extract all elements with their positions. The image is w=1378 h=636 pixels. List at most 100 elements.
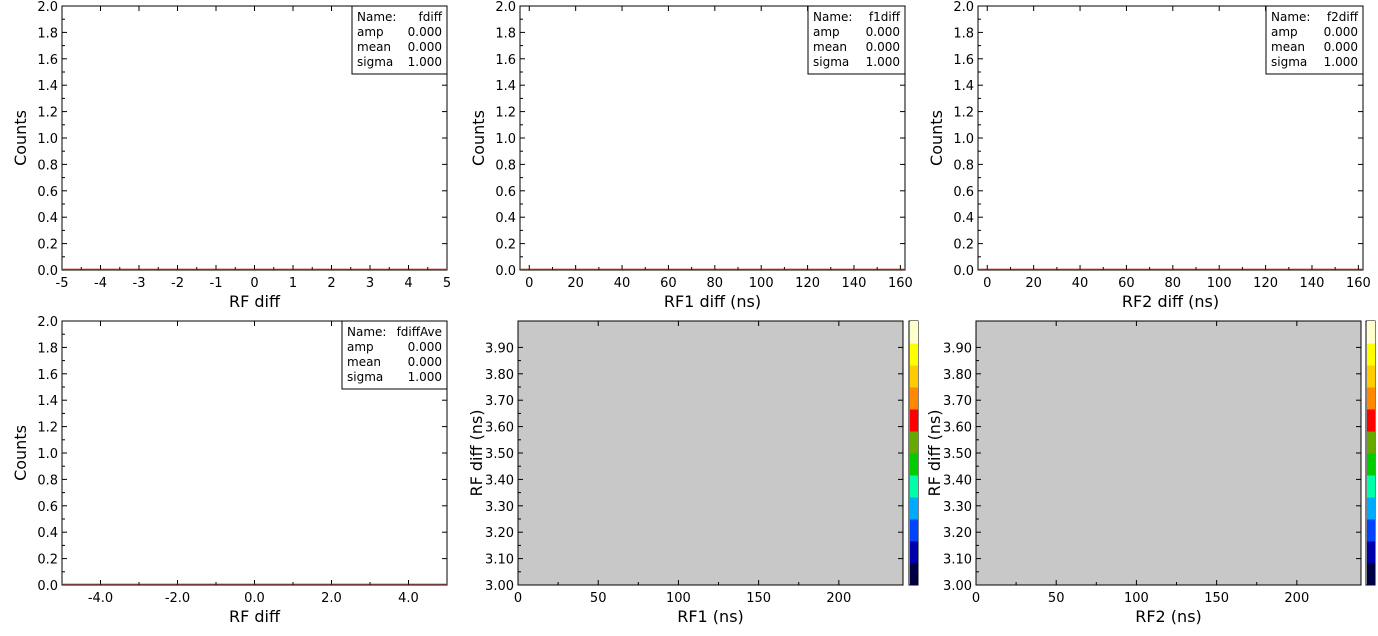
y-tick-label: 3.90 <box>485 341 514 356</box>
x-tick-label: 160 <box>1346 276 1371 291</box>
colorbar-segment <box>910 563 918 586</box>
y-tick-label: 3.60 <box>943 421 972 436</box>
colorbar-segment <box>1367 321 1375 344</box>
y-tick-label: 1.2 <box>37 421 58 436</box>
stats-label: amp <box>813 25 840 39</box>
heatmap-area <box>975 320 1362 586</box>
stats-value: 0.000 <box>408 25 442 39</box>
y-tick-label: 1.8 <box>37 341 58 356</box>
x-tick-label: 40 <box>614 276 631 291</box>
y-tick-label: 0.2 <box>37 553 58 568</box>
x-tick-label: 160 <box>888 276 913 291</box>
y-tick-label: 3.10 <box>943 553 972 568</box>
y-tick-label: 0.8 <box>495 158 516 173</box>
stats-label: sigma <box>347 370 383 384</box>
stats-value: 0.000 <box>408 355 442 369</box>
x-tick-label: 100 <box>749 276 774 291</box>
y-tick-label: 1.4 <box>37 79 58 94</box>
stats-value: 1.000 <box>408 370 442 384</box>
stats-label: mean <box>347 355 381 369</box>
x-tick-label: 140 <box>842 276 867 291</box>
y-axis-label: RF diff (ns) <box>467 409 486 496</box>
y-tick-label: 2.0 <box>495 0 516 15</box>
y-tick-label: 0.8 <box>953 158 974 173</box>
x-tick-label: 120 <box>1253 276 1278 291</box>
panel-p4: 0.0 0.2 0.4 0.6 0.8 1.0 1.2 1.4 1.6 1.8 2.0 -4.0 -2.… <box>11 315 448 626</box>
x-tick-label: 2 <box>327 276 335 291</box>
y-tick-label: 0.6 <box>37 185 58 200</box>
y-tick-label: 3.90 <box>943 341 972 356</box>
stats-label: Name: <box>1271 10 1310 24</box>
stats-value: 1.000 <box>1324 55 1358 69</box>
y-axis-label: Counts <box>469 110 488 166</box>
y-tick-label: 3.60 <box>485 421 514 436</box>
y-tick-label: 3.20 <box>943 526 972 541</box>
panel-p3: 0.0 0.2 0.4 0.6 0.8 1.0 1.2 1.4 1.6 1.8 2.0 0 20 40 60… <box>927 0 1371 311</box>
y-tick-label: 1.0 <box>37 132 58 147</box>
heatmap-area <box>517 320 904 586</box>
stats-value: 0.000 <box>408 340 442 354</box>
y-tick-label: 0.2 <box>37 238 58 253</box>
y-axis-label: RF diff (ns) <box>925 409 944 496</box>
x-tick-label: 0 <box>972 591 980 606</box>
x-axis-label: RF1 diff (ns) <box>664 292 761 311</box>
x-tick-label: 50 <box>1048 591 1065 606</box>
stats-value: 0.000 <box>408 40 442 54</box>
y-tick-label: 3.10 <box>485 553 514 568</box>
y-tick-label: 3.70 <box>943 394 972 409</box>
y-tick-label: 3.40 <box>485 473 514 488</box>
y-tick-label: 3.40 <box>943 473 972 488</box>
y-tick-label: 0.4 <box>37 526 58 541</box>
stats-label: mean <box>813 40 847 54</box>
x-tick-label: 20 <box>1025 276 1042 291</box>
colorbar-segment <box>910 365 918 388</box>
stats-label: amp <box>357 25 384 39</box>
colorbar-segment <box>1367 519 1375 542</box>
y-axis-label: Counts <box>11 110 30 166</box>
x-tick-label: 50 <box>590 591 607 606</box>
y-tick-label: 0.2 <box>953 238 974 253</box>
y-tick-label: 3.00 <box>485 579 514 594</box>
y-tick-label: 1.2 <box>953 106 974 121</box>
stats-box <box>341 320 448 390</box>
y-tick-label: 1.8 <box>953 26 974 41</box>
x-tick-label: 0 <box>250 276 258 291</box>
x-tick-label: 200 <box>1284 591 1309 606</box>
y-tick-label: 1.0 <box>495 132 516 147</box>
stats-label: Name: <box>357 10 396 24</box>
y-tick-label: 3.80 <box>485 368 514 383</box>
stats-box <box>807 5 906 75</box>
x-axis-label: RF2 diff (ns) <box>1122 292 1219 311</box>
y-tick-label: 0.6 <box>495 185 516 200</box>
colorbar-segment <box>1367 343 1375 366</box>
stats-value: f2diff <box>1327 10 1359 24</box>
y-tick-label: 0.2 <box>495 238 516 253</box>
y-axis-label: Counts <box>11 425 30 481</box>
y-tick-label: 3.50 <box>943 447 972 462</box>
stats-label: sigma <box>1271 55 1307 69</box>
x-tick-label: -4.0 <box>88 591 113 606</box>
colorbar-segment <box>910 519 918 542</box>
x-tick-label: -4 <box>94 276 107 291</box>
y-tick-label: 2.0 <box>37 0 58 15</box>
x-tick-label: 40 <box>1072 276 1089 291</box>
y-tick-label: 3.50 <box>485 447 514 462</box>
x-axis-label: RF diff <box>229 292 281 311</box>
y-tick-label: 3.30 <box>485 500 514 515</box>
x-tick-label: 100 <box>1124 591 1149 606</box>
stats-label: amp <box>1271 25 1298 39</box>
y-tick-label: 0.0 <box>37 579 58 594</box>
y-tick-label: 1.2 <box>37 106 58 121</box>
colorbar-segment <box>910 409 918 432</box>
colorbar-segment <box>1367 497 1375 520</box>
x-axis-label: RF2 (ns) <box>1135 607 1202 626</box>
x-tick-label: 200 <box>826 591 851 606</box>
stats-value: fdiffAve <box>397 325 442 339</box>
x-tick-label: -1 <box>210 276 223 291</box>
x-tick-label: 20 <box>567 276 584 291</box>
stats-label: sigma <box>813 55 849 69</box>
colorbar-segment <box>910 541 918 564</box>
y-tick-label: 0.8 <box>37 158 58 173</box>
y-tick-label: 0.0 <box>953 264 974 279</box>
y-tick-label: 3.30 <box>943 500 972 515</box>
